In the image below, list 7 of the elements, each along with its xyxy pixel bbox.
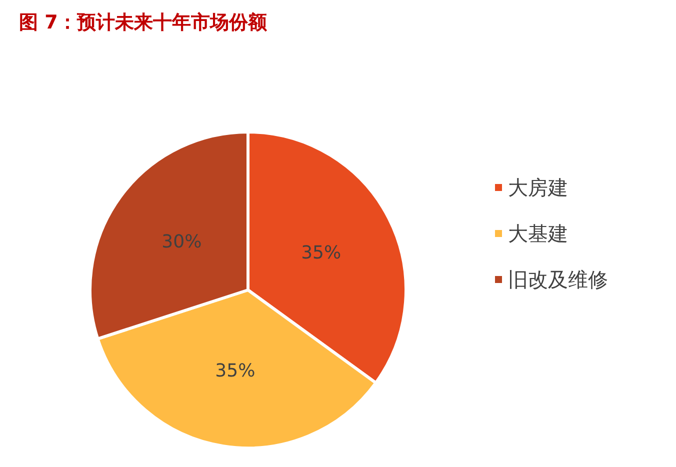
legend-label: 大基建 (508, 222, 568, 246)
data-label: 35% (301, 242, 342, 264)
chart-title: 图 7：预计未来十年市场份额 (19, 12, 268, 34)
legend-label: 旧改及维修 (508, 268, 608, 292)
legend-label: 大房建 (508, 176, 568, 200)
data-label: 35% (215, 360, 256, 382)
data-label: 30% (162, 231, 202, 252)
